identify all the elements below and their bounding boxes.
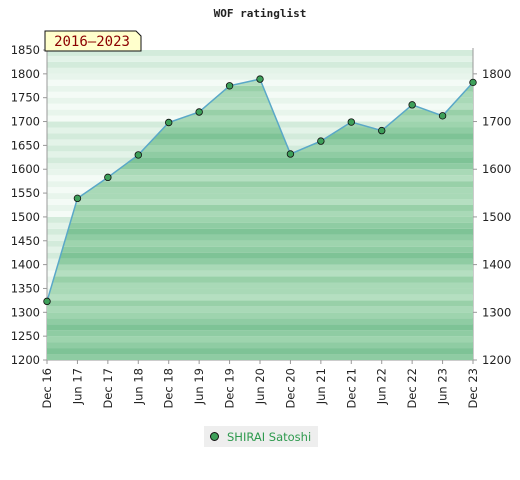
x-tick-label: Jun 18 — [131, 368, 145, 405]
left-tick-label: 1200 — [11, 353, 40, 367]
grid-band — [47, 55, 473, 62]
right-tick-label: 1800 — [482, 67, 511, 81]
data-point — [134, 151, 142, 159]
left-tick-label: 1600 — [11, 162, 40, 176]
right-tick-label: 1500 — [482, 210, 511, 224]
right-tick-label: 1700 — [482, 115, 511, 129]
right-tick-label: 1600 — [482, 162, 511, 176]
right-tick-label: 1200 — [482, 353, 511, 367]
x-tick-label: Dec 21 — [344, 368, 358, 409]
x-tick-label: Jun 17 — [70, 368, 84, 405]
x-tick-label: Jun 21 — [314, 368, 328, 405]
left-tick-label: 1400 — [11, 258, 40, 272]
area-fill — [47, 79, 473, 360]
legend-label: SHIRAI Satoshi — [227, 429, 312, 444]
period-badge-label: 2016–2023 — [54, 34, 130, 50]
left-tick-label: 1450 — [11, 234, 40, 248]
x-tick-label: Dec 16 — [40, 368, 54, 409]
left-tick-label: 1300 — [11, 305, 40, 319]
left-tick-label: 1800 — [11, 67, 40, 81]
grid-band — [47, 50, 473, 56]
data-point — [104, 173, 112, 182]
grid-band — [47, 61, 473, 68]
data-point — [43, 297, 51, 306]
x-tick-label: Jun 22 — [375, 368, 389, 405]
x-tick-label: Dec 18 — [162, 368, 176, 409]
data-point — [256, 75, 264, 83]
data-point — [378, 126, 386, 135]
right-tick-label: 1400 — [482, 258, 511, 272]
data-point — [73, 194, 82, 203]
data-point — [165, 118, 173, 127]
left-tick-label: 1550 — [11, 186, 40, 200]
data-point — [286, 150, 295, 158]
data-point — [317, 137, 325, 145]
left-tick-label: 1350 — [11, 281, 40, 295]
left-tick-label: 1500 — [11, 210, 40, 224]
left-tick-label: 1250 — [11, 329, 40, 343]
data-point — [438, 112, 447, 120]
data-point — [347, 118, 355, 126]
period-badge: 2016–2023 — [44, 30, 142, 52]
legend: SHIRAI Satoshi — [204, 426, 318, 447]
x-tick-label: Jun 20 — [253, 368, 267, 405]
chart-title: WOF ratinglist — [214, 7, 307, 20]
left-tick-label: 1650 — [11, 138, 40, 152]
x-tick-label: Dec 22 — [405, 368, 419, 409]
x-tick-label: Dec 17 — [101, 368, 115, 409]
x-tick-label: Jun 19 — [192, 368, 206, 405]
data-point — [469, 78, 477, 87]
axes: 1200 1250 1300 1350 1400 1450 1500 1550 1600 1650… — [11, 43, 512, 409]
series-area — [43, 75, 477, 360]
x-tick-label: Dec 23 — [466, 368, 480, 409]
left-tick-label: 1750 — [11, 91, 40, 105]
data-point — [408, 101, 416, 109]
legend-marker-icon — [210, 432, 219, 441]
x-tick-label: Jun 23 — [436, 368, 450, 405]
data-point — [225, 82, 234, 90]
grid-band — [47, 67, 473, 74]
x-tick-label: Dec 20 — [283, 368, 297, 409]
left-tick-label: 1850 — [11, 43, 40, 57]
left-tick-label: 1700 — [11, 115, 40, 129]
data-point — [195, 108, 203, 116]
x-tick-label: Dec 19 — [223, 368, 237, 409]
right-tick-label: 1300 — [482, 305, 511, 319]
